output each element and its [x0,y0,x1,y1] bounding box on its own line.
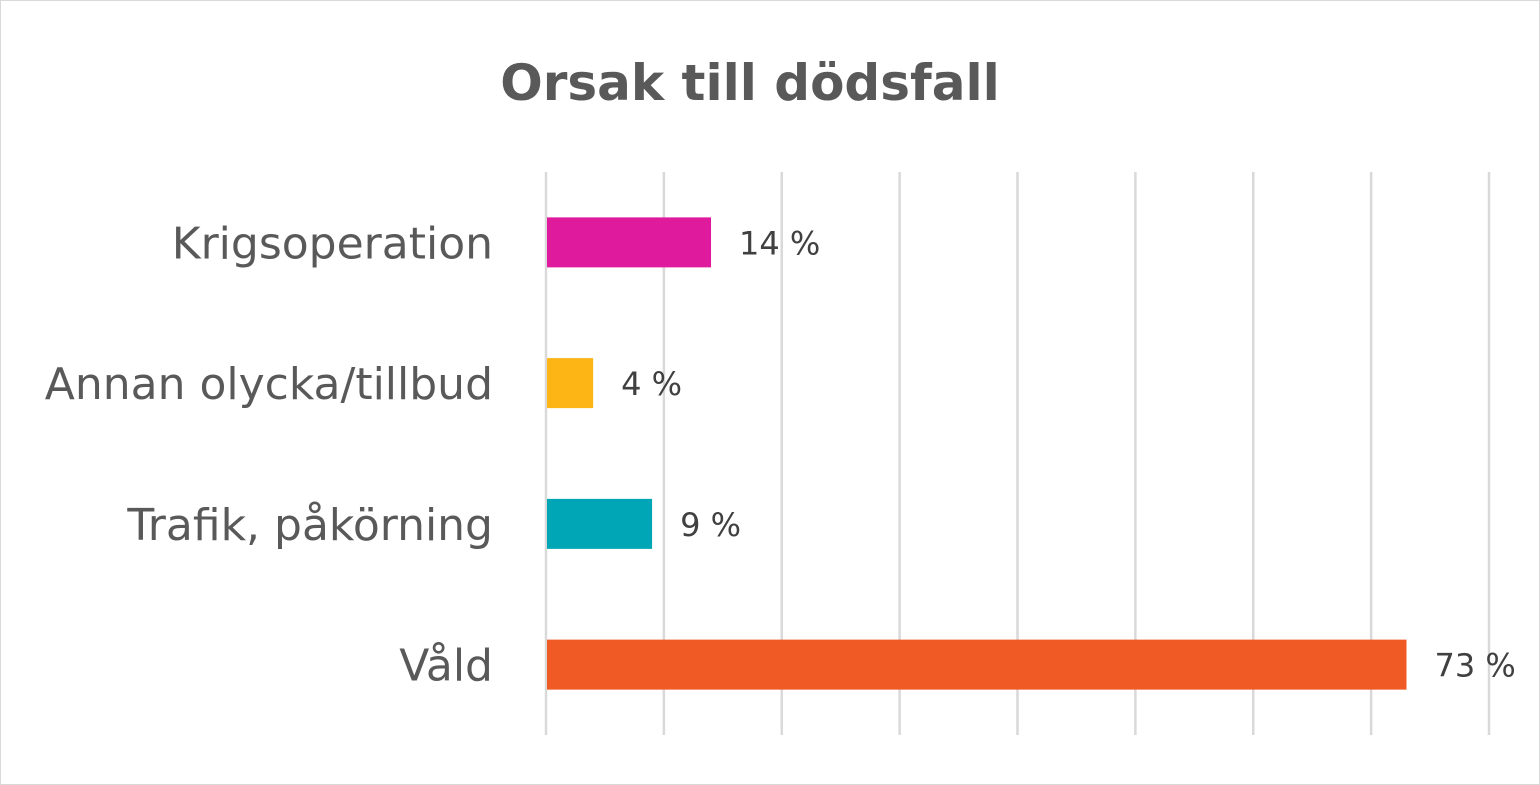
bar [547,358,594,409]
data-label: 14 % [739,224,820,262]
bars: Krigsoperation 14 % Annan olycka/tillbud 4 … [45,217,1516,692]
category-label: Våld [399,641,493,692]
data-label: 73 % [1434,647,1515,685]
data-label: 9 % [680,506,741,544]
category-label: Krigsoperation [172,218,493,269]
bar [547,639,1407,690]
category-label: Annan olycka/tillbud [45,359,493,410]
data-label: 4 % [621,365,682,403]
bar [547,498,653,549]
category-label: Trafik, påkörning [126,500,493,551]
bar [547,217,712,268]
chart-title: Orsak till dödsfall [500,54,1000,112]
